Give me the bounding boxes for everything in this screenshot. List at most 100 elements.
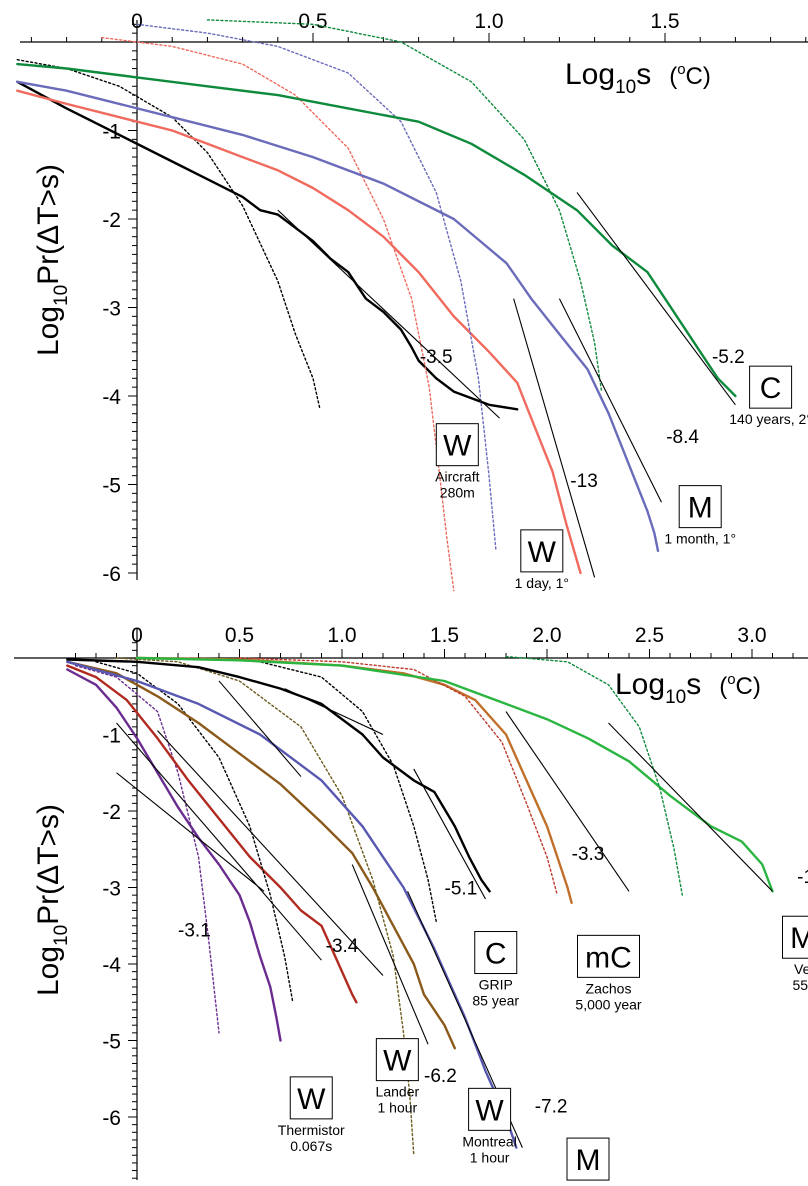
x-axis-title: Log10s (oC) [565, 58, 711, 98]
x-axis-title-unit-sup: o [727, 671, 735, 688]
x-axis-title-unit-open: ( [719, 673, 727, 700]
series-line-dotted-10 [238, 657, 558, 896]
x-axis-title-unit-sup: o [677, 61, 685, 78]
x-axis-title-var: s [686, 668, 701, 701]
dataset-box [782, 915, 808, 959]
fit-line-5 [284, 688, 384, 735]
dataset-letter: W [443, 430, 472, 463]
y-axis-title: Log10Pr(ΔT>s) [32, 164, 72, 356]
fit-line-0 [116, 722, 322, 961]
dataset-caption: 1 day, 1° [515, 575, 569, 591]
series-line-solid-0 [66, 668, 282, 1042]
slope-label: -13 [570, 471, 597, 492]
fit-line-2 [558, 298, 662, 503]
y-tick-label: -6 [102, 563, 121, 586]
slope-label: -5.1 [445, 879, 478, 900]
x-axis-title-base: Log [615, 668, 665, 701]
y-axis-title: Log10Pr(ΔT>s) [32, 804, 72, 996]
fit-line-6 [351, 864, 429, 1045]
dataset-letter: W [297, 1083, 326, 1116]
dataset-box [520, 529, 564, 573]
series-line-dotted-5 [115, 657, 415, 1157]
x-axis-title-sub: 10 [665, 687, 686, 708]
dataset-caption: 1 month, 1° [664, 531, 736, 547]
x-axis-title-var: s [636, 58, 651, 91]
dataset-caption: 5,000 year [575, 996, 641, 1012]
series-line-solid-4 [66, 660, 456, 1050]
fit-line-8 [505, 711, 630, 892]
y-tick-label: -2 [102, 209, 121, 232]
x-tick-label: 0 [131, 624, 143, 647]
dataset-letter: C [485, 938, 507, 971]
y-tick-label: -5 [102, 1031, 121, 1054]
series-line-solid-6 [16, 62, 737, 398]
slope-label: -3.1 [178, 921, 211, 942]
dataset-caption: 280m [440, 485, 475, 501]
x-tick-label: 1.5 [650, 10, 679, 33]
fit-line-3 [218, 680, 302, 777]
fit-line-3 [576, 192, 736, 406]
dataset-letter: M [576, 1144, 601, 1177]
x-tick-label: 2.5 [635, 624, 664, 647]
y-tick-label: -3 [102, 298, 121, 321]
dataset-letter: W [475, 1094, 504, 1127]
series-line-solid-0 [16, 80, 519, 411]
y-tick-label: -1 [102, 725, 121, 748]
dataset-letter: W [383, 1045, 412, 1078]
x-axis-title-unit: C) [736, 673, 761, 700]
dataset-caption: 2 months [559, 1183, 617, 1186]
y-tick-label: -2 [102, 801, 121, 824]
y-axis-title-sub: 10 [51, 925, 72, 946]
dataset-caption: Lander [376, 1084, 420, 1100]
x-tick-label: 1.0 [474, 10, 503, 33]
y-axis-title-base: Log [32, 946, 65, 996]
y-axis-title-sub: 10 [51, 285, 72, 306]
x-axis-title-sub: 10 [615, 77, 636, 98]
series-line-solid-4 [16, 80, 660, 553]
series-line-dotted-1 [16, 59, 321, 410]
dataset-box [289, 1076, 333, 1120]
x-tick-label: 3.0 [737, 624, 766, 647]
x-tick-label: 1.0 [327, 624, 356, 647]
dataset-caption: Thermistor [278, 1122, 345, 1138]
y-axis-title-var: Pr(ΔT>s) [32, 804, 65, 925]
dataset-caption: Veizer [794, 961, 808, 977]
dataset-caption: 1 hour [377, 1100, 417, 1116]
dataset-caption: 1 hour [470, 1149, 510, 1165]
dataset-letter: M [688, 492, 713, 525]
y-tick-label: -4 [102, 954, 121, 977]
series-line-solid-9 [135, 656, 573, 904]
y-tick-label: -3 [102, 878, 121, 901]
dataset-caption: GRIP [479, 977, 513, 993]
fit-line-0 [277, 209, 500, 419]
x-tick-label: 2.0 [532, 624, 561, 647]
x-tick-label: 0.5 [225, 624, 254, 647]
x-axis-title-base: Log [565, 58, 615, 91]
series-line-dotted-3 [95, 661, 294, 1003]
slope-label: -8.4 [666, 427, 699, 448]
slope-label: -3.3 [572, 844, 605, 865]
dataset-caption: 85 year [472, 993, 519, 1009]
x-tick-label: 0 [131, 10, 143, 33]
fit-line-1 [513, 298, 596, 578]
dataset-box [435, 423, 479, 467]
dataset-caption: 553kyr [792, 977, 808, 993]
slope-label: -1.7 [797, 867, 808, 888]
series-line-dotted-8 [197, 657, 437, 923]
dataset-caption: Montreal [462, 1133, 516, 1149]
fit-line-1 [116, 772, 265, 892]
series-line-solid-2 [16, 89, 582, 575]
dataset-caption: 0.067s [290, 1138, 332, 1154]
dataset-letter: mC [585, 941, 632, 974]
dataset-letter: MC [790, 922, 808, 955]
dataset-caption: 140 years, 2° [729, 411, 808, 427]
slope-label: -3.4 [326, 936, 359, 957]
fit-line-2 [157, 730, 384, 976]
dataset-box [577, 934, 640, 978]
y-axis-title-base: Log [32, 306, 65, 356]
y-tick-label: -5 [102, 475, 121, 498]
series-line-solid-2 [66, 664, 358, 1004]
series-line-solid-11 [135, 656, 774, 893]
dataset-caption: Aircraft [435, 469, 479, 485]
